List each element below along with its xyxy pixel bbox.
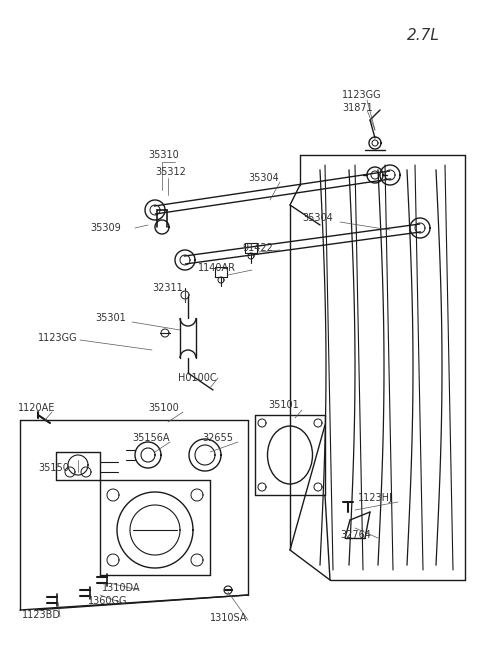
Text: 35150: 35150: [38, 463, 69, 473]
Text: 35304: 35304: [248, 173, 279, 183]
Text: H0100C: H0100C: [178, 373, 216, 383]
Text: 35309: 35309: [90, 223, 121, 233]
Text: 35310: 35310: [148, 150, 179, 160]
Text: 35301: 35301: [95, 313, 126, 323]
Text: 1123GG: 1123GG: [342, 90, 382, 100]
Text: 32764: 32764: [340, 530, 371, 540]
Text: 1123HJ: 1123HJ: [358, 493, 393, 503]
Text: 1310SA: 1310SA: [210, 613, 247, 623]
Text: 1120AE: 1120AE: [18, 403, 55, 413]
Text: 2.7L: 2.7L: [407, 28, 440, 43]
Text: 31871: 31871: [342, 103, 373, 113]
Text: 1123GG: 1123GG: [38, 333, 78, 343]
Text: 35100: 35100: [148, 403, 179, 413]
Text: 35156A: 35156A: [132, 433, 169, 443]
Text: 32655: 32655: [202, 433, 233, 443]
Text: 1310DA: 1310DA: [102, 583, 141, 593]
Text: 91422: 91422: [242, 243, 273, 253]
Text: 32311: 32311: [152, 283, 183, 293]
Text: 1360GG: 1360GG: [88, 596, 128, 606]
Text: 35312: 35312: [155, 167, 186, 177]
Text: 35304: 35304: [302, 213, 333, 223]
Text: 1123BD: 1123BD: [22, 610, 61, 620]
Text: 1140AR: 1140AR: [198, 263, 236, 273]
Text: 35101: 35101: [268, 400, 299, 410]
